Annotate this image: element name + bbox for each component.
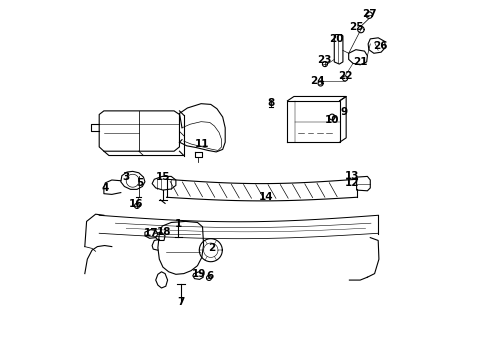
Text: 9: 9 xyxy=(341,107,347,117)
Text: 17: 17 xyxy=(144,228,158,238)
Text: 2: 2 xyxy=(208,243,216,253)
Text: 22: 22 xyxy=(338,71,352,81)
Text: 10: 10 xyxy=(325,114,340,125)
Text: 19: 19 xyxy=(192,269,206,279)
Text: 21: 21 xyxy=(353,57,368,67)
Text: 14: 14 xyxy=(259,192,273,202)
Text: 25: 25 xyxy=(348,22,363,32)
Text: 4: 4 xyxy=(101,183,109,193)
Text: 26: 26 xyxy=(373,41,387,51)
Text: 16: 16 xyxy=(129,199,144,210)
Text: 1: 1 xyxy=(175,219,182,229)
Text: 8: 8 xyxy=(268,98,274,108)
Text: 3: 3 xyxy=(122,172,129,182)
Text: 7: 7 xyxy=(177,297,185,307)
Text: 27: 27 xyxy=(362,9,376,19)
Text: 15: 15 xyxy=(156,172,170,182)
Text: 6: 6 xyxy=(206,271,213,282)
Text: 18: 18 xyxy=(157,227,171,237)
Text: 23: 23 xyxy=(317,55,331,66)
Text: 24: 24 xyxy=(310,76,325,86)
Text: 12: 12 xyxy=(345,178,360,188)
Text: 13: 13 xyxy=(345,171,360,181)
Text: 5: 5 xyxy=(136,178,144,188)
Text: 20: 20 xyxy=(330,34,344,44)
Text: 11: 11 xyxy=(195,139,209,149)
